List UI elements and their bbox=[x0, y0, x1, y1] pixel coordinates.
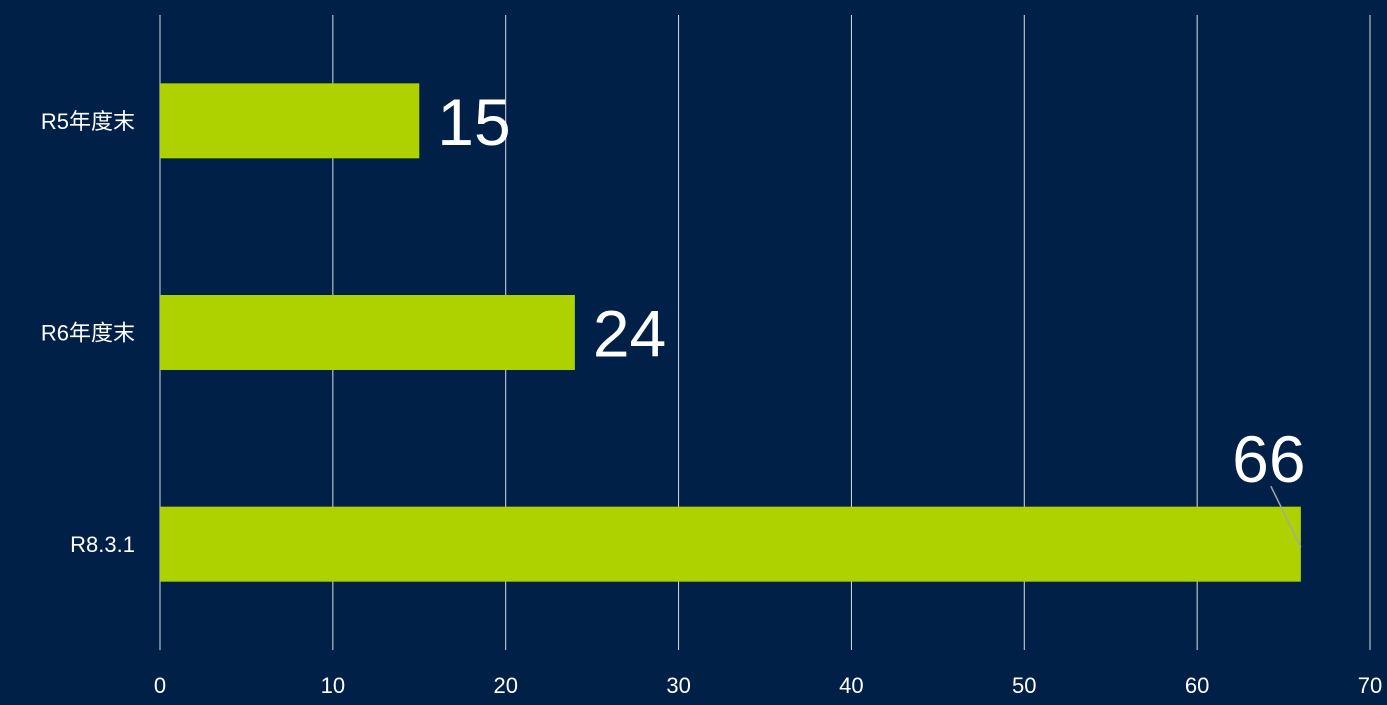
x-tick-label-50: 50 bbox=[1012, 673, 1036, 698]
x-tick-label-40: 40 bbox=[839, 673, 863, 698]
x-tick-label-70: 70 bbox=[1358, 673, 1382, 698]
x-tick-label-30: 30 bbox=[666, 673, 690, 698]
x-tick-label-20: 20 bbox=[493, 673, 517, 698]
data-label-1: 15 bbox=[437, 85, 510, 159]
category-label-3: R8.3.1 bbox=[70, 532, 135, 557]
x-axis-tick-labels: 0 10 20 30 40 50 60 70 bbox=[154, 673, 1382, 698]
y-axis-category-labels: R5年度末 R6年度末 R8.3.1 bbox=[41, 109, 135, 557]
leader-line-3 bbox=[1270, 485, 1302, 548]
data-labels: 15 24 66 bbox=[437, 85, 1306, 548]
bar-3 bbox=[160, 506, 1301, 582]
category-label-1: R5年度末 bbox=[41, 109, 135, 134]
x-tick-label-0: 0 bbox=[154, 673, 166, 698]
bar-2 bbox=[160, 295, 575, 370]
x-tick-label-60: 60 bbox=[1185, 673, 1209, 698]
bar-1 bbox=[160, 83, 420, 159]
x-tick-label-10: 10 bbox=[321, 673, 345, 698]
data-label-3: 66 bbox=[1232, 422, 1305, 496]
data-label-2: 24 bbox=[593, 297, 666, 371]
bars bbox=[160, 83, 1301, 582]
category-label-2: R6年度末 bbox=[41, 321, 135, 346]
